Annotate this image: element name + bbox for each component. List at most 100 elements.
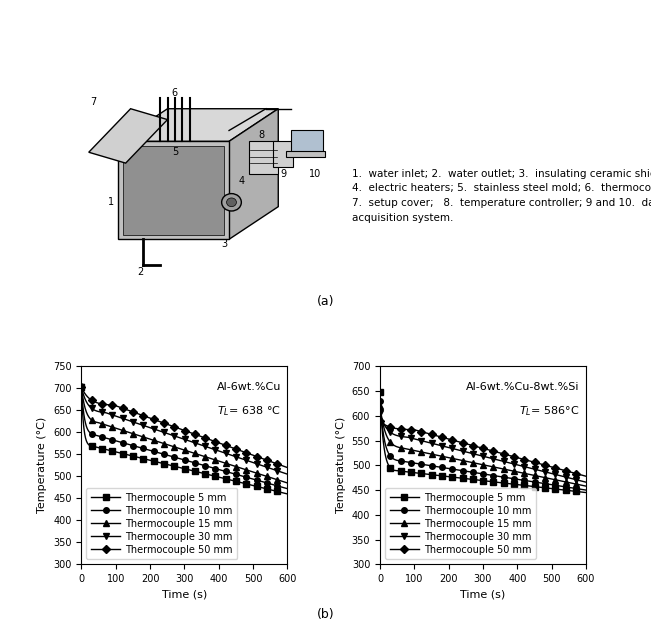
X-axis label: Time (s): Time (s) [161, 590, 207, 600]
Thermocouple 30 mm [283, 470, 291, 478]
Thermocouple 15 mm [77, 384, 85, 391]
Thermocouple 10 mm [499, 473, 506, 481]
Thermocouple 10 mm [77, 384, 85, 391]
Thermocouple 30 mm [77, 384, 85, 391]
Thermocouple 15 mm [474, 460, 482, 467]
Line: Thermocouple 50 mm: Thermocouple 50 mm [377, 418, 589, 479]
Text: 3: 3 [221, 238, 227, 249]
Thermocouple 30 mm [176, 434, 184, 442]
Line: Thermocouple 5 mm: Thermocouple 5 mm [79, 384, 290, 496]
Polygon shape [229, 108, 278, 239]
Circle shape [227, 198, 236, 207]
Text: 4: 4 [238, 176, 244, 186]
Thermocouple 50 mm [545, 462, 553, 470]
Thermocouple 50 mm [283, 463, 291, 471]
Thermocouple 15 mm [376, 402, 384, 410]
Thermocouple 15 mm [545, 475, 553, 482]
Thermocouple 10 mm [246, 474, 254, 482]
FancyBboxPatch shape [123, 146, 224, 235]
Line: Thermocouple 30 mm: Thermocouple 30 mm [79, 384, 290, 477]
Text: 8: 8 [258, 130, 264, 140]
Thermocouple 30 mm [582, 478, 590, 486]
Circle shape [221, 193, 242, 211]
Thermocouple 5 mm [577, 488, 585, 496]
Line: Thermocouple 10 mm: Thermocouple 10 mm [79, 384, 290, 491]
Thermocouple 50 mm [200, 434, 208, 441]
Text: 9: 9 [280, 169, 286, 179]
Thermocouple 10 mm [189, 458, 197, 466]
Thermocouple 5 mm [283, 490, 291, 498]
FancyBboxPatch shape [290, 131, 322, 152]
Thermocouple 50 mm [175, 425, 183, 432]
X-axis label: Time (s): Time (s) [460, 590, 506, 600]
Thermocouple 10 mm [200, 462, 208, 469]
Thermocouple 5 mm [376, 389, 384, 396]
Thermocouple 50 mm [475, 443, 483, 451]
Text: (a): (a) [317, 295, 334, 308]
Thermocouple 15 mm [488, 463, 495, 470]
Polygon shape [118, 108, 278, 141]
Thermocouple 30 mm [279, 469, 286, 476]
Thermocouple 30 mm [475, 451, 483, 459]
Thermocouple 10 mm [376, 398, 384, 405]
Line: Thermocouple 15 mm: Thermocouple 15 mm [377, 403, 589, 489]
Text: 5: 5 [172, 147, 178, 157]
Text: 1.  water inlet; 2.  water outlet; 3.  insulating ceramic shielding;
4.  electri: 1. water inlet; 2. water outlet; 3. insu… [352, 169, 651, 223]
Text: $T_L$= 586°C: $T_L$= 586°C [519, 404, 580, 418]
Thermocouple 30 mm [189, 438, 197, 446]
Thermocouple 5 mm [488, 478, 495, 486]
Thermocouple 50 mm [279, 462, 286, 470]
Thermocouple 50 mm [189, 430, 197, 437]
Thermocouple 15 mm [189, 449, 197, 456]
Thermocouple 50 mm [246, 450, 254, 458]
Thermocouple 50 mm [582, 472, 590, 480]
Thermocouple 5 mm [582, 489, 590, 496]
Thermocouple 50 mm [77, 384, 85, 391]
Thermocouple 50 mm [176, 425, 184, 433]
Thermocouple 15 mm [279, 477, 286, 485]
Thermocouple 15 mm [283, 479, 291, 487]
Thermocouple 5 mm [279, 489, 286, 496]
Polygon shape [89, 108, 167, 163]
Thermocouple 10 mm [279, 484, 286, 491]
Text: 2: 2 [137, 267, 144, 277]
Thermocouple 15 mm [200, 453, 208, 460]
Line: Thermocouple 15 mm: Thermocouple 15 mm [79, 384, 290, 486]
Thermocouple 10 mm [176, 455, 184, 463]
Text: 10: 10 [309, 169, 322, 179]
Thermocouple 50 mm [376, 417, 384, 425]
Thermocouple 10 mm [175, 455, 183, 462]
Thermocouple 50 mm [474, 443, 482, 451]
FancyBboxPatch shape [118, 141, 229, 239]
Thermocouple 5 mm [189, 467, 197, 475]
Line: Thermocouple 5 mm: Thermocouple 5 mm [377, 389, 589, 495]
Thermocouple 15 mm [176, 445, 184, 453]
Thermocouple 30 mm [200, 442, 208, 450]
Line: Thermocouple 10 mm: Thermocouple 10 mm [377, 398, 589, 493]
Text: 6: 6 [172, 89, 178, 98]
FancyBboxPatch shape [286, 151, 325, 157]
Thermocouple 15 mm [499, 465, 506, 472]
Thermocouple 10 mm [475, 469, 483, 477]
Thermocouple 15 mm [175, 444, 183, 452]
Thermocouple 30 mm [545, 469, 553, 477]
Thermocouple 5 mm [200, 470, 208, 477]
Thermocouple 5 mm [176, 464, 184, 472]
Legend: Thermocouple 5 mm, Thermocouple 10 mm, Thermocouple 15 mm, Thermocouple 30 mm, T: Thermocouple 5 mm, Thermocouple 10 mm, T… [385, 488, 536, 559]
Text: Al-6wt.%Cu-8wt.%Si: Al-6wt.%Cu-8wt.%Si [466, 382, 580, 392]
Thermocouple 30 mm [246, 458, 254, 465]
Thermocouple 5 mm [474, 476, 482, 484]
Thermocouple 15 mm [582, 482, 590, 490]
Thermocouple 50 mm [577, 471, 585, 479]
Thermocouple 30 mm [577, 477, 585, 485]
Thermocouple 30 mm [474, 451, 482, 458]
Thermocouple 10 mm [283, 485, 291, 493]
Text: 1: 1 [108, 197, 114, 207]
Thermocouple 5 mm [175, 463, 183, 471]
Thermocouple 5 mm [499, 479, 506, 487]
Text: (b): (b) [316, 608, 335, 621]
Legend: Thermocouple 5 mm, Thermocouple 10 mm, Thermocouple 15 mm, Thermocouple 30 mm, T: Thermocouple 5 mm, Thermocouple 10 mm, T… [86, 488, 238, 559]
Thermocouple 10 mm [474, 469, 482, 477]
Thermocouple 5 mm [475, 476, 483, 484]
Thermocouple 30 mm [488, 455, 495, 462]
